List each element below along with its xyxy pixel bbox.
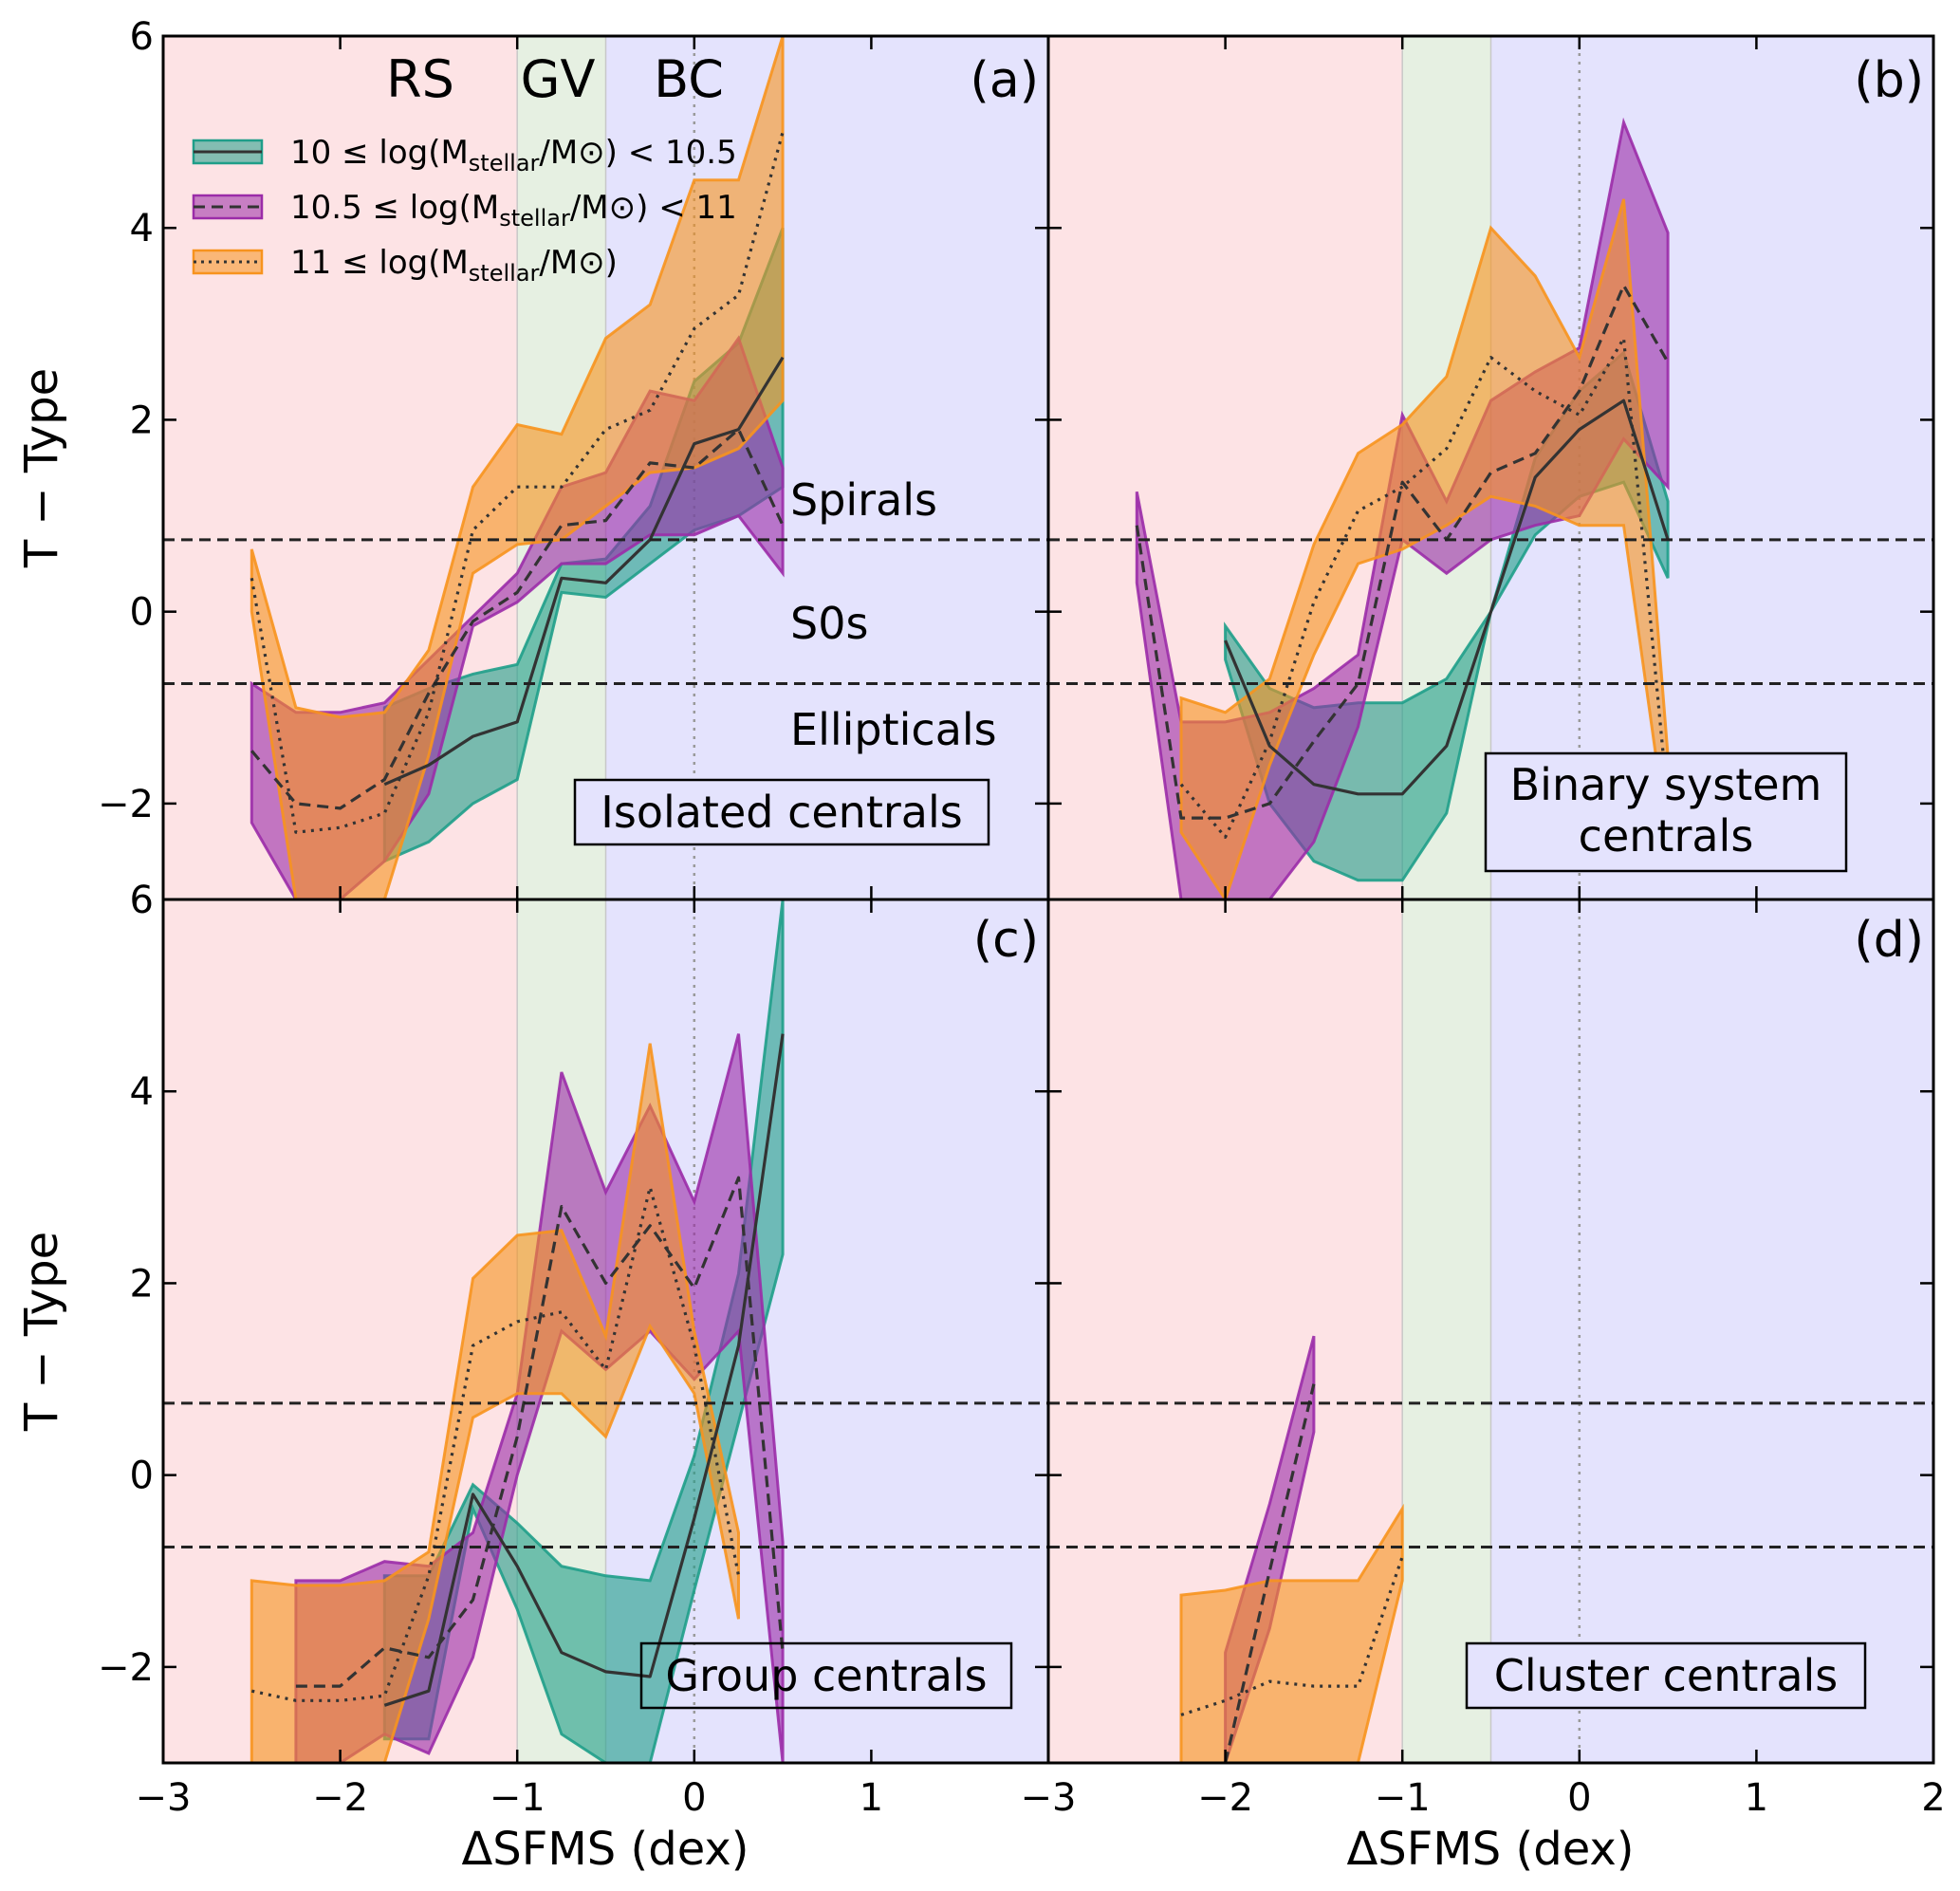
panel-letter-c: (c) bbox=[973, 912, 1039, 969]
x-tick-label: 1 bbox=[1745, 1776, 1768, 1820]
legend-entry-high: 11 ≤ log(Mstellar/M⊙) bbox=[192, 244, 618, 287]
panel-b-title-box: Binary system centrals bbox=[1484, 751, 1848, 873]
y-tick-label: 0 bbox=[130, 591, 154, 635]
legend-label-high: 11 ≤ log(Mstellar/M⊙) bbox=[290, 244, 618, 287]
median-line-mid bbox=[1135, 284, 1670, 820]
x-tick-label: 1 bbox=[860, 1776, 883, 1820]
panel-letter-d: (d) bbox=[1854, 912, 1924, 969]
panel-plot-area bbox=[1048, 899, 1933, 1763]
y-tick-label: 6 bbox=[130, 15, 154, 59]
median-line-mid bbox=[250, 428, 785, 810]
y-axis-title-top: T − Type bbox=[15, 368, 68, 568]
region-label-gv: GV bbox=[521, 49, 596, 109]
panel-b-title-line2: centrals bbox=[1579, 810, 1754, 862]
legend-entry-mid: 10.5 ≤ log(Mstellar/M⊙) < 11 bbox=[192, 189, 737, 232]
y-tick-label: −2 bbox=[98, 783, 154, 826]
median-line-high bbox=[1180, 1556, 1404, 1716]
band-high bbox=[1179, 1503, 1404, 1763]
panel-plot-area bbox=[163, 899, 1048, 1763]
panel-d-title: Cluster centrals bbox=[1494, 1650, 1839, 1701]
median-line-high bbox=[1179, 336, 1670, 839]
panel-c-title-box: Group centrals bbox=[639, 1641, 1013, 1710]
x-tick-label: −1 bbox=[1375, 1776, 1431, 1820]
median-line-low bbox=[383, 1033, 785, 1707]
class-label-s0s: S0s bbox=[790, 598, 868, 649]
region-label-rs: RS bbox=[386, 49, 454, 109]
x-tick-label: −3 bbox=[1021, 1776, 1077, 1820]
y-tick-label: 0 bbox=[130, 1455, 154, 1498]
y-tick-label: 2 bbox=[130, 399, 154, 442]
x-tick-label: 0 bbox=[682, 1776, 706, 1820]
panel-letter-a: (a) bbox=[971, 52, 1039, 109]
y-tick-label: 4 bbox=[130, 1070, 154, 1114]
y-tick-label: 2 bbox=[130, 1262, 154, 1306]
region-band-gv bbox=[1402, 899, 1491, 1763]
x-axis-title-right: ΔSFMS (dex) bbox=[1346, 1823, 1634, 1876]
x-tick-label: −3 bbox=[136, 1776, 192, 1820]
median-line-mid bbox=[295, 1176, 785, 1688]
legend-label-low: 10 ≤ log(Mstellar/M⊙) < 10.5 bbox=[290, 134, 737, 176]
x-tick-label: −2 bbox=[312, 1776, 368, 1820]
panel-c-title: Group centrals bbox=[665, 1650, 987, 1701]
region-band-bc bbox=[1490, 899, 1933, 1763]
x-tick-label: −1 bbox=[490, 1776, 545, 1820]
panel-a-title-box: Isolated centrals bbox=[573, 778, 990, 846]
region-label-bc: BC bbox=[654, 49, 724, 109]
panel-d-title-box: Cluster centrals bbox=[1465, 1641, 1867, 1710]
panels-layer: −2 0 2 4 6 −2 0 2 4 6 −3 −2 −1 0 1 −3 −2 −1 0 1 2 bbox=[98, 15, 1946, 1820]
panel-plot-area bbox=[163, 36, 1048, 899]
panel-d: −3 −2 −1 0 1 2 bbox=[1021, 898, 1946, 1820]
panel-a-title: Isolated centrals bbox=[601, 787, 962, 838]
x-axis-title-left: ΔSFMS (dex) bbox=[461, 1823, 749, 1876]
legend-label-mid: 10.5 ≤ log(Mstellar/M⊙) < 11 bbox=[290, 189, 737, 232]
legend-entry-low: 10 ≤ log(Mstellar/M⊙) < 10.5 bbox=[192, 134, 737, 176]
median-line-high bbox=[250, 131, 785, 834]
legend: 10 ≤ log(Mstellar/M⊙) < 10.5 10.5 ≤ log(… bbox=[192, 134, 737, 287]
y-tick-label: 6 bbox=[130, 879, 154, 922]
class-label-spirals: Spirals bbox=[790, 474, 937, 526]
x-tick-label: 0 bbox=[1567, 1776, 1591, 1820]
median-line-low bbox=[383, 356, 785, 787]
panel-letter-b: (b) bbox=[1854, 52, 1924, 109]
y-tick-label: −2 bbox=[98, 1646, 154, 1690]
band-high bbox=[250, 36, 785, 899]
x-tick-label: −2 bbox=[1197, 1776, 1253, 1820]
y-tick-label: 4 bbox=[130, 207, 154, 250]
median-line-low bbox=[1224, 399, 1670, 796]
y-axis-title-bottom: T − Type bbox=[15, 1232, 68, 1432]
panel-frame bbox=[1046, 898, 1935, 1765]
class-label-ellipticals: Ellipticals bbox=[790, 704, 997, 755]
median-line-high bbox=[250, 1185, 741, 1702]
x-tick-label: 2 bbox=[1921, 1776, 1945, 1820]
panel-a: −2 0 2 4 6 bbox=[98, 15, 1050, 901]
median-line-mid bbox=[1224, 1383, 1316, 1763]
panel-b-title-line1: Binary system bbox=[1510, 759, 1822, 810]
